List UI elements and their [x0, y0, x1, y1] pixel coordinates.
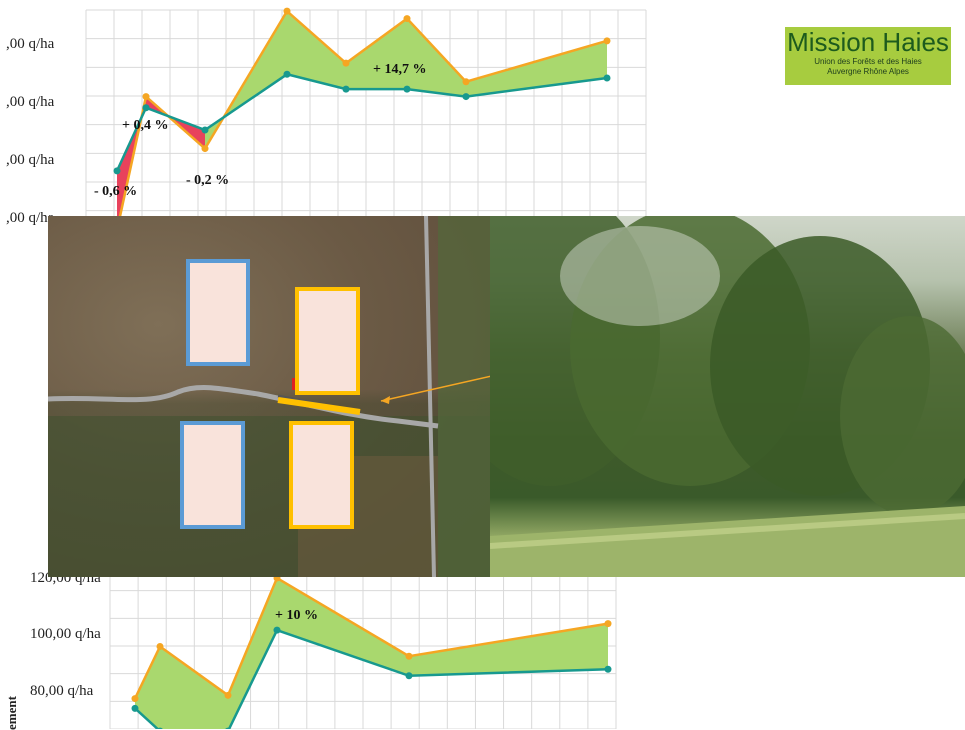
top-series-teal-line [115, 72, 608, 172]
top-yield-chart: ,00 q/ha ,00 q/ha ,00 q/ha ,00 q/ha - 0,… [6, 7, 647, 269]
orange-point [283, 7, 291, 15]
bottom-axis-side-label: ement [4, 696, 19, 730]
top-annotation-3: - 0,2 % [186, 173, 229, 188]
top-annotation-2: + 0,4 % [122, 118, 168, 133]
bottom-y-tick-2: 100,00 q/ha [30, 626, 101, 642]
bottom-yield-chart: 120,00 q/ha 100,00 q/ha 80,00 q/ha + 10 … [30, 562, 617, 729]
orange-point [604, 620, 612, 628]
hedge-photo [490, 216, 965, 577]
hedge-trees [490, 216, 965, 577]
logo-title: Mission Haies [787, 27, 949, 57]
top-y-tick-2: ,00 q/ha [6, 94, 55, 110]
aerial-features [48, 216, 490, 577]
mission-haies-logo: Mission Haies Union des Forêts et des Ha… [785, 27, 951, 85]
teal-point [131, 704, 139, 712]
top-y-tick-3: ,00 q/ha [6, 152, 55, 168]
orange-point [201, 145, 209, 153]
teal-point [342, 85, 350, 93]
difference-segment [407, 18, 466, 97]
orange-point [462, 78, 470, 86]
teal-point [403, 85, 411, 93]
teal-point [604, 665, 612, 673]
bottom-series-teal-line [134, 628, 609, 729]
top-annotation-4: + 14,7 % [373, 62, 426, 77]
orange-point [224, 691, 232, 699]
teal-point [603, 74, 611, 82]
bottom-difference-area [135, 578, 608, 729]
difference-segment [160, 646, 228, 729]
difference-segment [346, 18, 407, 90]
orange-point [403, 15, 411, 23]
field-plot-orange-north [295, 287, 360, 395]
teal-point [142, 104, 150, 112]
field-plot-orange-south [289, 421, 354, 529]
teal-point [201, 126, 209, 134]
orange-point [156, 642, 164, 650]
logo-line-1: Union des Forêts et des Haies [814, 57, 922, 66]
teal-point [462, 93, 470, 101]
bottom-series-orange-line [133, 576, 609, 700]
orange-point [142, 93, 150, 101]
difference-segment [277, 578, 409, 676]
orange-point [131, 695, 139, 703]
difference-segment [409, 623, 608, 676]
teal-point [283, 70, 291, 78]
top-points [113, 7, 611, 234]
bottom-annotation: + 10 % [275, 608, 318, 623]
field-plot-blue-south [180, 421, 245, 529]
teal-point [405, 672, 413, 680]
field-plot-blue-north [186, 259, 250, 366]
top-annotation-1: - 0,6 % [94, 184, 137, 199]
bottom-y-tick-3: 80,00 q/ha [30, 683, 94, 699]
difference-segment [228, 578, 277, 729]
top-y-tick-4: ,00 q/ha [6, 210, 55, 226]
orange-point [405, 652, 413, 660]
difference-segment [135, 646, 160, 729]
orange-point [342, 59, 350, 67]
top-series-orange-line [115, 9, 608, 231]
teal-point [273, 626, 281, 634]
aerial-field-photo [48, 216, 490, 577]
difference-segment [287, 11, 346, 90]
orange-point [603, 37, 611, 45]
logo-line-2: Auvergne Rhône Alpes [827, 67, 909, 76]
teal-point [113, 167, 121, 175]
bottom-points [131, 574, 612, 729]
top-y-tick-1: ,00 q/ha [6, 36, 55, 52]
